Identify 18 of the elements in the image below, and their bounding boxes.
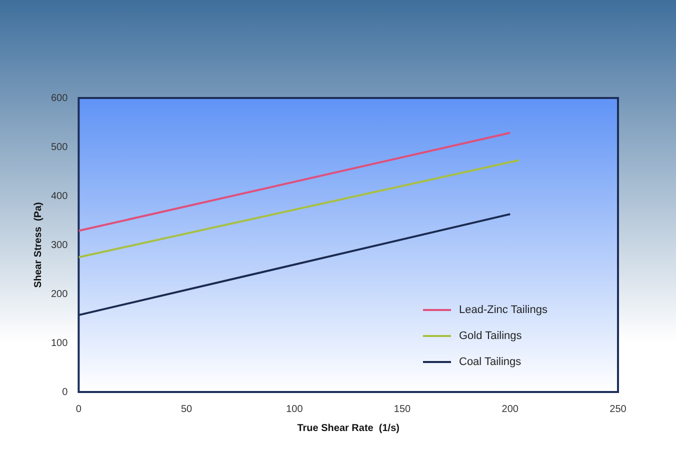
x-axis-title: True Shear Rate (1/s) bbox=[297, 422, 400, 434]
x-tick-label: 0 bbox=[76, 404, 82, 415]
legend-label: Lead-Zinc Tailings bbox=[459, 304, 548, 316]
y-tick-label: 100 bbox=[50, 338, 68, 349]
x-tick-label: 100 bbox=[286, 404, 304, 415]
y-axis-title: Shear Stress (Pa) bbox=[32, 202, 44, 288]
y-tick-label: 200 bbox=[50, 288, 68, 300]
legend-label: Coal Tailings bbox=[459, 356, 522, 368]
y-tick-label: 0 bbox=[62, 386, 68, 398]
y-tick-label: 400 bbox=[50, 190, 68, 202]
y-tick-label: 600 bbox=[50, 92, 68, 104]
x-tick-label: 150 bbox=[394, 404, 412, 415]
x-tick-label: 250 bbox=[610, 404, 627, 415]
y-tick-label: 500 bbox=[50, 142, 68, 153]
legend-label: Gold Tailings bbox=[459, 330, 522, 342]
y-tick-label: 300 bbox=[50, 240, 68, 251]
x-tick-label: 200 bbox=[502, 404, 519, 415]
x-tick-label: 50 bbox=[180, 404, 193, 415]
